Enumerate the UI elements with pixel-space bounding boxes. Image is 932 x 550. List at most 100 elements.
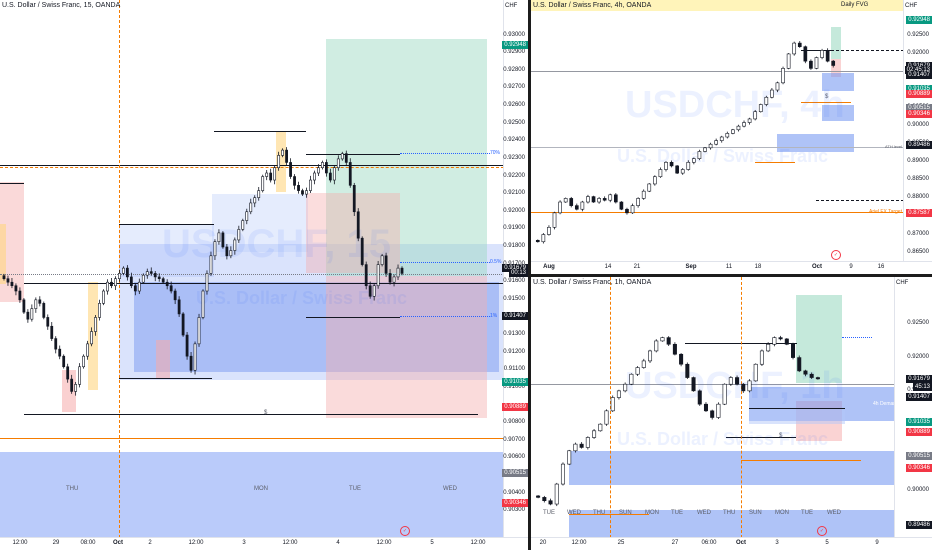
candle	[781, 66, 785, 85]
current-price-line	[531, 71, 904, 72]
candle	[141, 273, 145, 285]
level-line	[306, 154, 400, 155]
candle	[641, 189, 646, 200]
candle	[82, 354, 85, 369]
orange-dashed-vline	[119, 0, 120, 538]
time-tick-label: 27	[671, 540, 679, 546]
candle	[273, 165, 277, 185]
demand-zone-2	[822, 105, 854, 121]
candle	[648, 349, 653, 363]
candle	[356, 208, 360, 242]
line-label-dollar: $	[825, 94, 829, 100]
candle	[592, 429, 597, 439]
candle	[289, 158, 292, 179]
target-zone-green	[796, 295, 842, 383]
price-tick-label: 0.92300	[503, 154, 525, 161]
candle	[567, 449, 572, 465]
candle	[372, 283, 376, 301]
demand-zone-inner	[749, 408, 845, 424]
price-axis[interactable]: CHF 0.925000.920000.915000.910000.905000…	[903, 0, 932, 262]
time-tick-label: 12:00	[470, 540, 486, 546]
time-axis[interactable]: 12:00 29 08:00 Oct 2 12:00 3 12:00 4 12:00 5 12:00	[0, 537, 528, 550]
session-label: MON	[645, 510, 659, 516]
price-tick-label: 0.92000	[907, 49, 929, 56]
target-zone-green	[326, 39, 487, 276]
price-axis[interactable]: CHF 0.925000.920000.915000.910000.905000…	[894, 277, 932, 538]
candle	[348, 158, 352, 188]
candle	[2, 273, 6, 281]
price-tick-label: 0.91700	[503, 261, 525, 267]
demand-zone-upper	[119, 225, 214, 277]
dotted-target-line	[842, 337, 872, 338]
candle	[784, 338, 789, 346]
tradingview-icon[interactable]: ✓	[831, 250, 841, 260]
session-label: THU	[66, 486, 79, 492]
time-axis[interactable]: 20 12:00 25 27 06:00 Oct 3 5 9	[531, 537, 932, 550]
session-label: TUE	[543, 510, 555, 516]
chart-pane-4h[interactable]: Daily FVG ATH level Ariel FX Target $ US…	[531, 0, 932, 274]
chart-pane-15m[interactable]: 70% 0.5% 1% $ USDCHF, 15 U.S. Dollar / S…	[0, 0, 528, 550]
candle	[778, 335, 783, 341]
time-tick-label: 5	[430, 540, 434, 546]
candle	[98, 299, 101, 321]
candle	[747, 117, 752, 125]
price-tick-label: 0.89000	[907, 158, 929, 165]
pane-divider[interactable]	[528, 0, 531, 550]
candle	[697, 389, 702, 406]
candle	[257, 187, 261, 201]
highlight-yellow-1	[88, 282, 98, 390]
candle	[753, 109, 758, 121]
candle	[563, 197, 568, 203]
price-tick-label: 0.87000	[907, 230, 929, 237]
price-tick-label: 0.91300	[503, 331, 525, 338]
candle	[691, 376, 696, 392]
time-tick-label: Sep	[685, 264, 697, 270]
session-band-blue	[0, 452, 504, 537]
tradingview-icon[interactable]: ✓	[817, 526, 827, 536]
dotted-level-line	[400, 262, 490, 263]
candle	[400, 266, 404, 276]
candle	[185, 332, 189, 360]
candle	[237, 225, 241, 243]
candle	[133, 283, 137, 296]
price-tick-label: 0.90300	[503, 507, 525, 514]
candle	[770, 88, 774, 99]
candle	[70, 374, 74, 394]
price-tick-label: 0.90000	[907, 122, 929, 129]
price-badge: 0.91679	[906, 61, 932, 70]
candle	[630, 203, 635, 215]
session-label: WED	[567, 510, 581, 516]
candle	[608, 193, 613, 203]
candle	[658, 167, 663, 178]
candle	[708, 142, 713, 150]
tradingview-icon[interactable]: ✓	[400, 526, 410, 536]
currency-label: CHF	[505, 3, 518, 9]
time-tick-label: 9	[849, 264, 853, 270]
candle	[90, 327, 93, 347]
demand-label: 4h Demand	[873, 401, 899, 407]
time-tick-label: Aug	[543, 264, 555, 270]
candle	[742, 120, 746, 128]
candle	[305, 187, 308, 198]
session-label: SUN	[749, 510, 762, 516]
candle	[809, 59, 813, 70]
time-tick-label: 08:00	[80, 540, 96, 546]
pane-divider[interactable]	[531, 274, 932, 277]
candle	[686, 160, 691, 171]
highlight-zone-yellow	[0, 224, 6, 284]
candle	[157, 273, 161, 282]
price-axis[interactable]: CHF 0.93000 0.92900 0.92800 0.92700 0.92600 0…	[502, 0, 528, 538]
candle	[797, 355, 802, 373]
price-tick-label: 0.90400	[503, 489, 525, 496]
daily-fvg-banner	[531, 0, 904, 11]
price-tick-label: 0.92000	[503, 207, 525, 214]
chart-pane-1h[interactable]: 4h Demand $ USDCHF, 1h U.S. Dollar / Swi…	[531, 277, 932, 550]
candle	[58, 345, 62, 360]
price-tick-label: 0.91600	[503, 278, 525, 285]
time-tick-label: 06:00	[701, 540, 717, 546]
price-tick-label: 0.92100	[503, 190, 525, 197]
candle	[129, 272, 133, 289]
time-axis[interactable]: Aug 14 21 Sep 11 18 Oct 9 16	[531, 261, 932, 274]
candle	[786, 53, 791, 70]
candle	[94, 315, 97, 336]
